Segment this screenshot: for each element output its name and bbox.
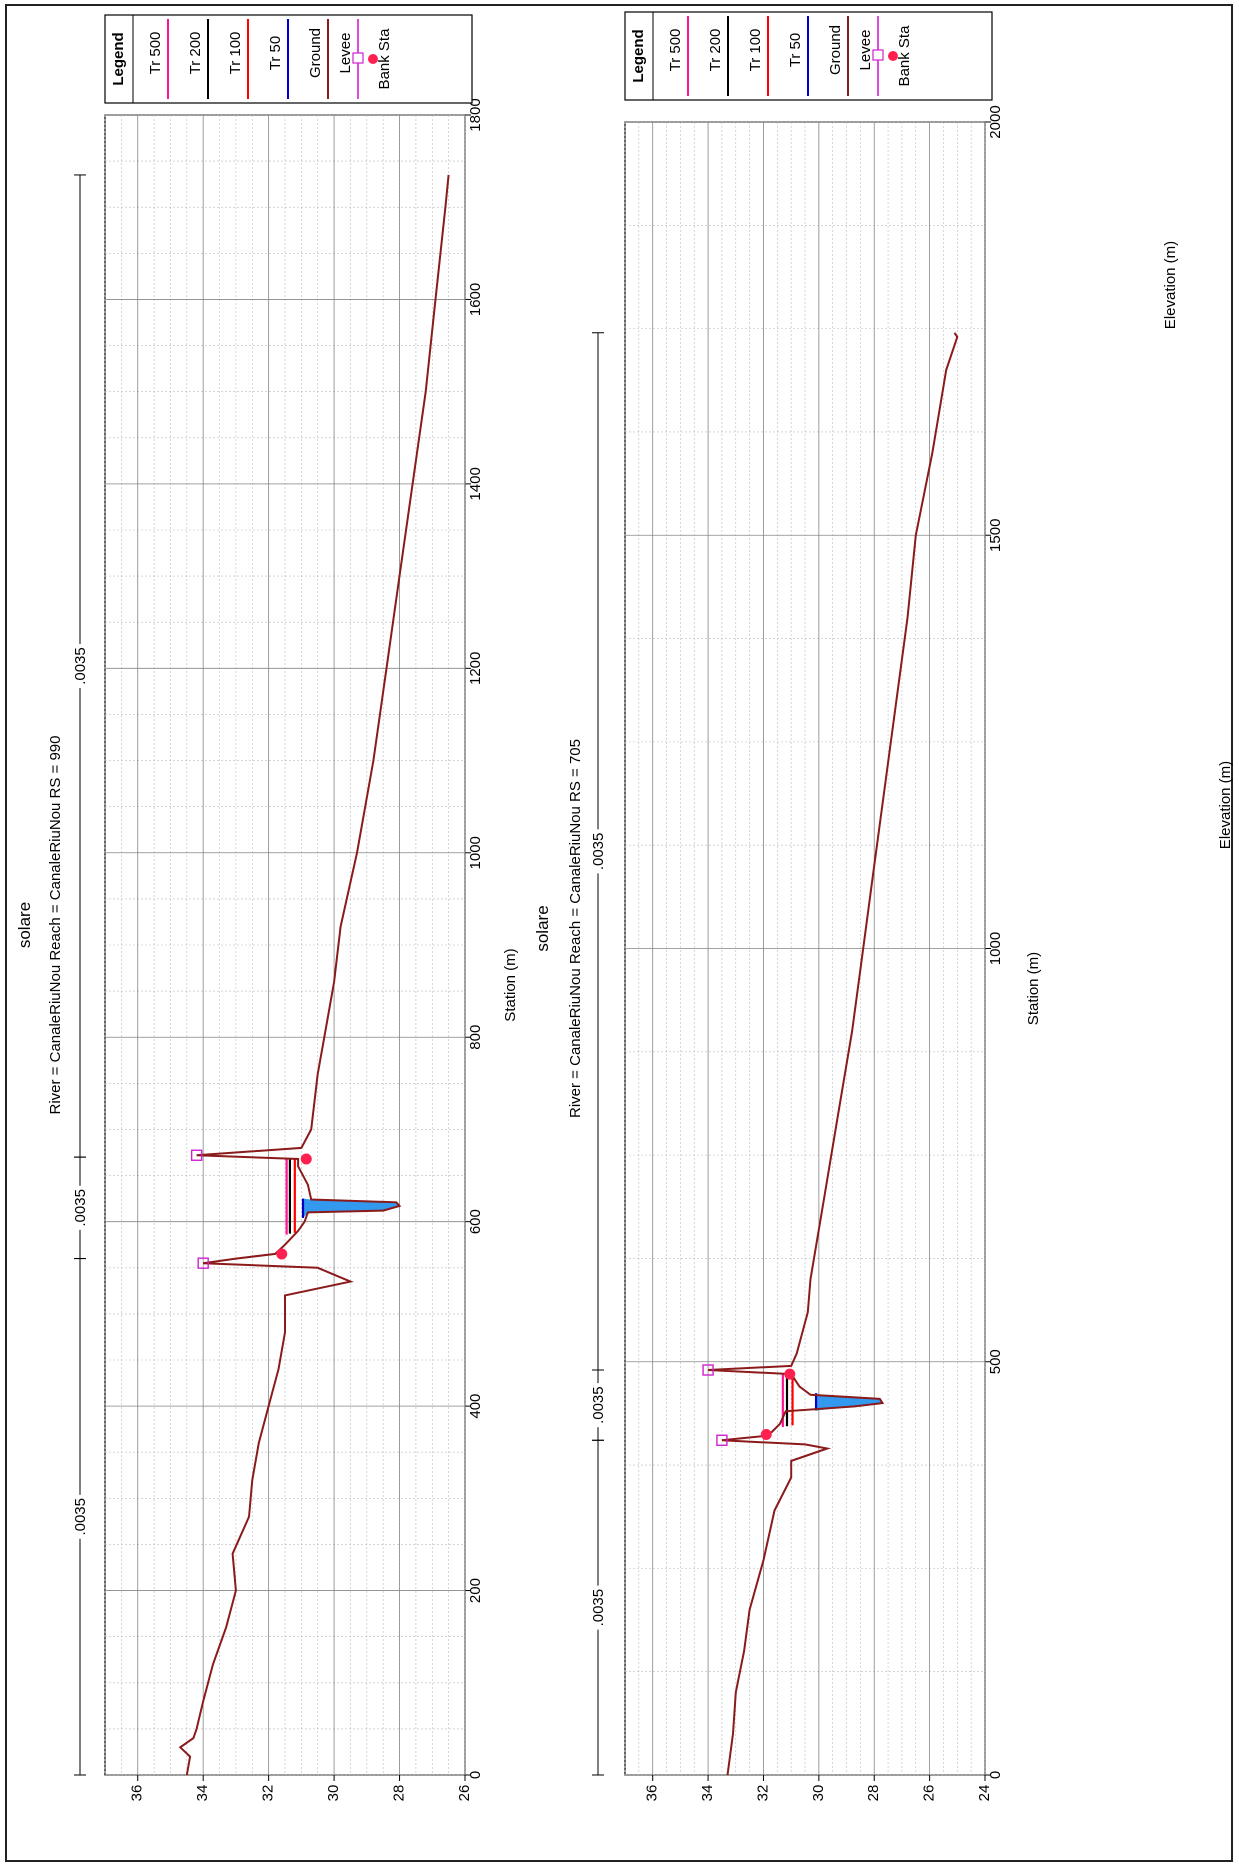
water-fill [303,1198,400,1218]
manning-label: .0035 [72,647,89,685]
y-tick-label: 34 [699,1785,716,1802]
bank-station-marker [760,1428,772,1440]
legend-entry-label: Levee [337,33,354,74]
legend-levee-icon [872,49,884,61]
y-tick-label: 28 [865,1785,882,1802]
y-tick-label: 36 [129,1785,146,1802]
y-tick-label: 26 [456,1785,473,1802]
y-axis-label: Elevation (m) [1217,761,1234,849]
x-tick-label: 1000 [467,836,484,869]
water-fill [816,1393,883,1411]
cross-section-chart-rs-705: 0 500 1000 1500 2000 24 26 28 30 32 34 36 solare Rive… [533,11,1234,1802]
legend-entry-label: Levee [857,30,874,71]
x-tick-label: 600 [467,1209,484,1234]
x-tick-label: 1600 [467,283,484,316]
legend-entry-label: Ground [307,28,324,78]
chart-title: solare [533,905,552,951]
page-border [5,4,1233,1862]
manning-label: .0035 [72,1498,89,1536]
manning-label: .0035 [590,1386,607,1424]
legend-entry-label: Tr 50 [787,33,804,67]
chart-subtitle: River = CanaleRiuNou Reach = CanaleRiuNo… [47,736,64,1115]
x-tick-label: 2000 [987,105,1004,138]
levee-marker [716,1434,728,1446]
legend-bank-icon [888,51,898,61]
legend-entry-label: Tr 200 [187,32,204,75]
manning-label-bg [71,1185,89,1230]
bank-station-marker [784,1368,796,1380]
x-tick-label: 1000 [987,932,1004,965]
manning-label: .0035 [72,1189,89,1227]
bank-station-marker [300,1153,312,1165]
chart-subtitle: River = CanaleRiuNou Reach = CanaleRiuNo… [567,739,584,1118]
legend-entry-label: Tr 500 [147,32,164,75]
y-tick-label: 28 [391,1785,408,1802]
legend-entry-label: Ground [827,25,844,75]
manning-label-bg [589,1383,607,1428]
ground-line [708,332,959,1776]
y-axis-label: Elevation (m) [1162,241,1179,329]
x-tick-label: 800 [467,1025,484,1050]
legend-entry-label: Tr 100 [227,32,244,75]
legend-entry-label: Tr 200 [707,29,724,72]
manning-label-bg [589,829,607,874]
manning-label-bg [589,1585,607,1630]
levee-marker [197,1257,209,1269]
y-tick-label: 36 [644,1785,661,1802]
legend-title: Legend [630,29,647,82]
y-tick-label: 30 [325,1785,342,1802]
x-tick-label: 1200 [467,652,484,685]
x-tick-label: 0 [987,1771,1004,1779]
y-tick-label: 26 [921,1785,938,1802]
legend-title: Legend [110,32,127,85]
bank-station-marker [276,1248,288,1260]
x-tick-label: 1800 [467,98,484,131]
manning-label-bg [71,644,89,689]
x-tick-label: 400 [467,1394,484,1419]
ground-line [178,174,450,1776]
y-tick-label: 34 [194,1785,211,1802]
x-tick-label: 200 [467,1578,484,1603]
levee-marker [702,1364,714,1376]
chart-title: solare [15,902,34,948]
legend-entry-label: Tr 50 [267,36,284,70]
legend-entry-label: Tr 100 [747,29,764,72]
cross-section-chart-rs-990: 0 200 400 600 800 1000 1200 1400 1600 1800 26 28 30 3… [15,14,1179,1802]
x-axis-label: Station (m) [1025,952,1042,1025]
manning-label: .0035 [590,1589,607,1627]
x-tick-label: 1400 [467,467,484,500]
manning-label-bg [71,1494,89,1539]
legend-bank-icon [368,54,378,64]
manning-label: .0035 [590,833,607,871]
x-tick-label: 1500 [987,519,1004,552]
legend-entry-label: Bank Sta [896,25,913,87]
x-axis-label: Station (m) [502,948,519,1021]
x-tick-label: 500 [987,1349,1004,1374]
legend-entry-label: Tr 500 [667,29,684,72]
y-tick-label: 30 [810,1785,827,1802]
y-tick-label: 24 [976,1785,993,1802]
legend-levee-icon [352,52,364,64]
x-tick-label: 0 [467,1771,484,1779]
levee-marker [190,1149,203,1161]
y-tick-label: 32 [754,1785,771,1802]
y-tick-label: 32 [260,1785,277,1802]
legend-entry-label: Bank Sta [376,28,393,90]
